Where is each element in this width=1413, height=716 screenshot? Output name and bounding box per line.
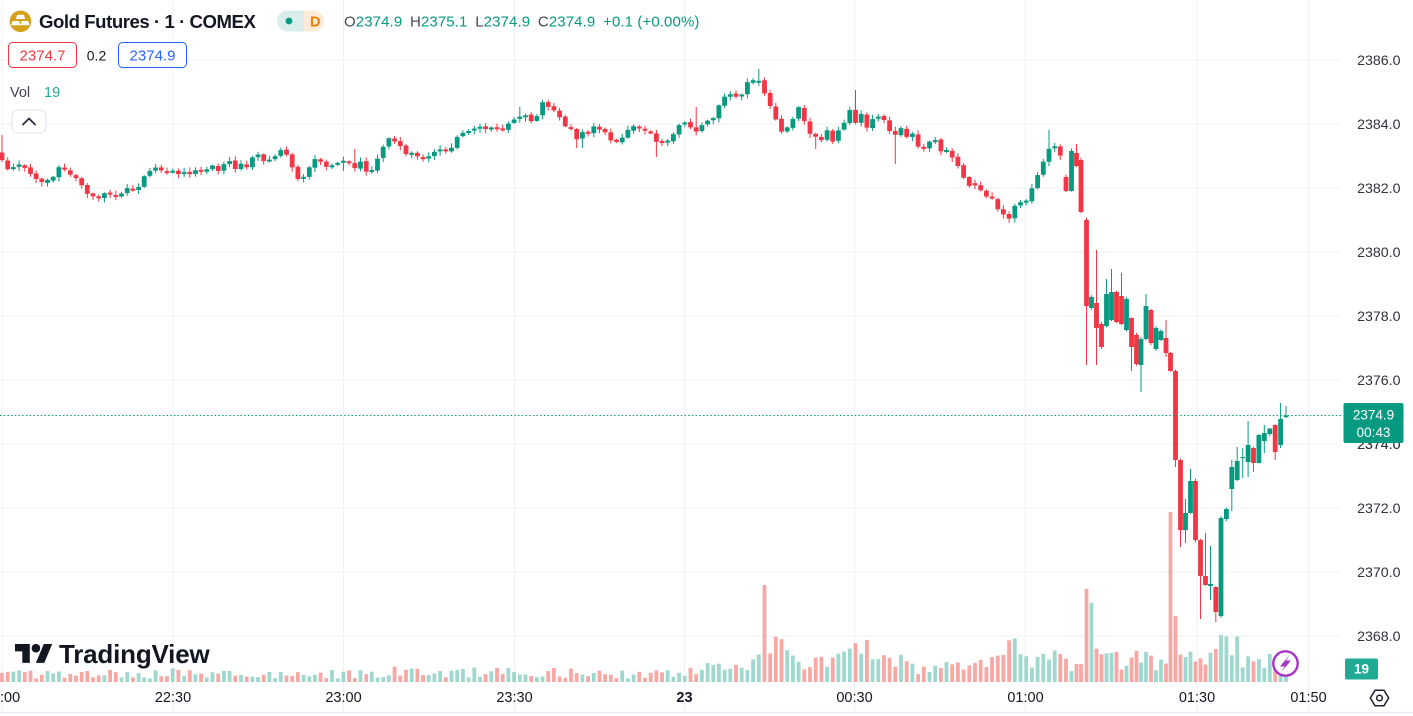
svg-text:19: 19 — [1354, 662, 1369, 677]
svg-text:D: D — [310, 15, 320, 31]
svg-text:2368.0: 2368.0 — [1357, 629, 1401, 645]
svg-text:23:30: 23:30 — [496, 690, 532, 706]
svg-text:22:30: 22:30 — [155, 690, 191, 706]
svg-text:2370.0: 2370.0 — [1357, 565, 1401, 581]
svg-text:2372.0: 2372.0 — [1357, 501, 1401, 517]
svg-text:00:43: 00:43 — [1357, 425, 1391, 440]
svg-text:00:30: 00:30 — [836, 690, 872, 706]
svg-text:TradingView: TradingView — [59, 639, 210, 669]
svg-text:Vol: Vol — [10, 85, 30, 101]
svg-text:01:50: 01:50 — [1290, 690, 1326, 706]
svg-text:2384.0: 2384.0 — [1357, 117, 1401, 133]
svg-text:0.2: 0.2 — [87, 47, 107, 63]
svg-text:01:00: 01:00 — [1007, 690, 1043, 706]
svg-text:22:00: 22:00 — [0, 690, 20, 706]
svg-text:2380.0: 2380.0 — [1357, 245, 1401, 261]
svg-text:2376.0: 2376.0 — [1357, 373, 1401, 389]
svg-text:O2374.9 H2375.1 L2374.9 C2374.: O2374.9 H2375.1 L2374.9 C2374.9 +0.1 (+0… — [344, 13, 699, 30]
svg-text:2374.7: 2374.7 — [20, 47, 66, 64]
svg-text:2386.0: 2386.0 — [1357, 53, 1401, 69]
svg-text:01:30: 01:30 — [1179, 690, 1215, 706]
svg-text:2378.0: 2378.0 — [1357, 309, 1401, 325]
svg-text:2374.9: 2374.9 — [1353, 408, 1394, 423]
svg-text:19: 19 — [44, 85, 60, 101]
svg-text:23: 23 — [676, 690, 692, 706]
svg-text:2382.0: 2382.0 — [1357, 181, 1401, 197]
svg-text:2374.9: 2374.9 — [130, 47, 176, 64]
svg-text:23:00: 23:00 — [325, 690, 361, 706]
svg-text:Gold Futures · 1 · COMEX: Gold Futures · 1 · COMEX — [39, 11, 257, 32]
